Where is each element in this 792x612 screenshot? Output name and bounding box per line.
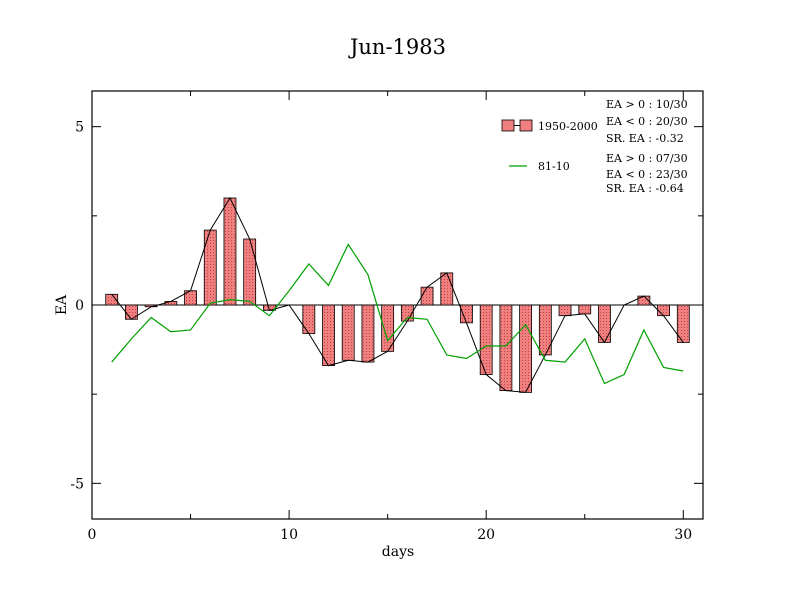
legend-item-1950-2000: 1950-2000 — [501, 119, 598, 133]
bar — [578, 304, 592, 315]
bar — [499, 304, 513, 391]
x-tick-label: 30 — [674, 527, 692, 543]
y-tick-label: 5 — [75, 120, 84, 136]
bar — [519, 304, 533, 393]
bar — [243, 238, 257, 306]
bar — [322, 304, 335, 367]
x-tick-label: 0 — [88, 527, 97, 543]
legend-stat: SR. EA : -0.32 — [606, 132, 684, 145]
legend-stat: EA < 0 : 23/30 — [606, 168, 688, 181]
legend-stat: SR. EA : -0.64 — [606, 182, 684, 195]
legend: 1950-2000 81-10 EA > 0 : 10/30 EA < 0 : … — [501, 98, 688, 195]
y-tick-label: 0 — [75, 298, 84, 314]
bar — [460, 304, 473, 324]
x-tick-label: 20 — [477, 527, 495, 543]
legend-swatch-1950-2000 — [501, 119, 515, 132]
y-tick-label: -5 — [70, 476, 84, 492]
bar — [223, 197, 237, 306]
axis-ticks: 0 10 20 30 -5 0 5 — [70, 91, 703, 543]
y-axis-label: EA — [54, 294, 70, 315]
legend-label-1950-2000: 1950-2000 — [538, 120, 598, 133]
series-lines — [111, 196, 684, 393]
legend-stat: EA > 0 : 07/30 — [606, 152, 688, 165]
legend-item-81-10: 81-10 — [509, 160, 570, 173]
series-line-81-10 — [111, 243, 684, 385]
bar — [420, 286, 434, 306]
bar — [440, 272, 454, 306]
legend-label-81-10: 81-10 — [538, 160, 570, 173]
bar — [164, 301, 178, 306]
x-axis-label: days — [382, 544, 414, 560]
chart-title: Jun-1983 — [348, 35, 446, 59]
bars-1950-2000 — [105, 197, 690, 393]
x-tick-label: 10 — [280, 527, 298, 543]
legend-swatch-1950-2000-b — [519, 119, 533, 132]
bar — [341, 304, 355, 361]
bar — [203, 229, 217, 306]
bar — [657, 304, 670, 317]
bar — [361, 304, 375, 363]
series-line-1950-2000 — [111, 196, 684, 393]
legend-stat: EA < 0 : 20/30 — [606, 115, 688, 128]
legend-stat: EA > 0 : 10/30 — [606, 98, 688, 111]
bar — [302, 304, 316, 334]
bar — [558, 304, 572, 317]
